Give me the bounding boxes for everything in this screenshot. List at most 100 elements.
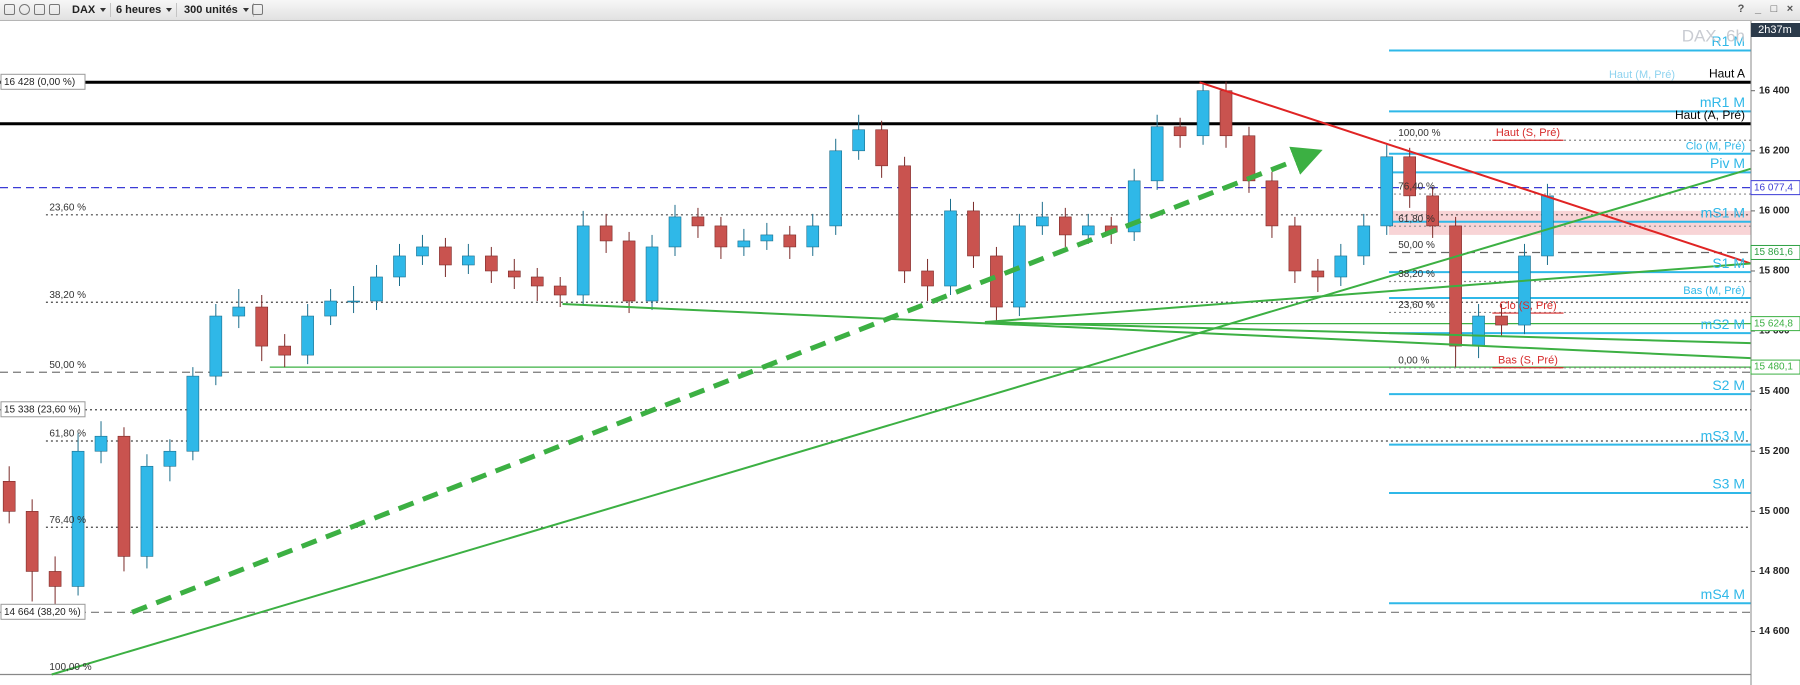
candle-body	[760, 234, 774, 242]
units-select[interactable]: 300 unités	[180, 3, 254, 17]
price-tag	[1750, 244, 1800, 260]
candle-body	[140, 465, 154, 557]
tool-icon[interactable]	[49, 4, 60, 15]
candle-body	[645, 246, 659, 302]
candle-body	[1013, 225, 1026, 308]
candle-body	[71, 450, 85, 587]
candle-body	[1495, 315, 1508, 326]
level-label: Bas (S, Pré)	[1498, 355, 1558, 367]
candle-body	[576, 225, 590, 296]
candle-body	[163, 450, 177, 467]
price-tag-label: 16 077,4	[1754, 182, 1793, 193]
candle-body	[2, 480, 16, 512]
level-box-label: 14 664 (38,20 %)	[4, 607, 81, 618]
timer: 2h37m	[1758, 24, 1792, 36]
candle-body	[875, 129, 888, 167]
candle-body	[1173, 126, 1187, 137]
candle-body	[117, 435, 131, 557]
candle-body	[599, 225, 613, 242]
candle-body	[1036, 216, 1049, 227]
candle-body	[278, 345, 291, 356]
trendline	[984, 321, 1751, 345]
level-label: 38,20 %	[1398, 269, 1435, 280]
level-label: Piv M	[1710, 155, 1745, 171]
level-label: S2 M	[1712, 377, 1745, 393]
candle-body	[553, 285, 567, 296]
candle-body	[898, 165, 911, 272]
level-label: 50,00 %	[1398, 240, 1435, 251]
help-button[interactable]: ?	[1737, 3, 1745, 15]
candle-body	[1127, 180, 1141, 233]
candle-body	[186, 375, 200, 452]
candle-body	[1242, 135, 1256, 182]
level-box	[0, 401, 86, 418]
level-label: R1 M	[1712, 33, 1745, 49]
candle-body	[967, 210, 980, 257]
trendline	[984, 262, 1751, 324]
candle-body	[1472, 315, 1485, 347]
restore-button[interactable]: □	[1770, 3, 1778, 15]
level-label: 38,20 %	[49, 290, 86, 301]
candle-body	[691, 216, 705, 227]
timeframe-select[interactable]: 6 heures	[112, 3, 178, 17]
candle-body	[829, 150, 843, 227]
y-tick-label: 15 800	[1759, 266, 1790, 277]
candle-body	[1357, 225, 1371, 257]
close-button[interactable]: ×	[1786, 3, 1794, 15]
candle-body	[990, 255, 1003, 308]
candle-body	[737, 240, 751, 248]
candle-body	[783, 234, 797, 248]
candle-body	[25, 511, 39, 572]
candle-body	[1219, 90, 1233, 137]
price-tag-label: 15 480,1	[1754, 362, 1793, 373]
candle-body	[232, 306, 246, 317]
level-label: Haut (M, Pré)	[1609, 69, 1675, 81]
y-tick-label: 15 600	[1759, 326, 1790, 337]
y-tick-label: 15 200	[1759, 446, 1790, 457]
price-tag-label: 15 624,8	[1754, 318, 1793, 329]
tool-icon[interactable]	[19, 4, 30, 15]
timeframe: 6 heures	[116, 4, 162, 16]
symbol: DAX	[72, 4, 96, 16]
level-label: 61,80 %	[1398, 214, 1435, 225]
candle-body	[1403, 156, 1416, 197]
level-label: 76,40 %	[1398, 182, 1435, 193]
y-tick-label: 14 800	[1759, 566, 1790, 577]
trendline	[1199, 81, 1751, 265]
y-tick-label: 16 200	[1759, 145, 1790, 156]
level-label: mS3 M	[1701, 427, 1745, 443]
candle-body	[944, 210, 957, 287]
info-icon[interactable]	[252, 4, 263, 15]
candle-body	[921, 270, 934, 287]
candle-body	[255, 306, 269, 347]
candle-body	[462, 255, 475, 266]
level-label: Haut (A, Pré)	[1675, 108, 1745, 122]
tool-icon[interactable]	[4, 4, 15, 15]
level-label: 100,00 %	[1398, 128, 1440, 139]
level-label: 50,00 %	[49, 360, 86, 371]
minimize-button[interactable]: _	[1754, 3, 1762, 15]
candle-body	[1541, 195, 1554, 257]
candle-body	[370, 276, 383, 302]
candle-body	[530, 276, 544, 287]
level-label: 23,60 %	[49, 202, 86, 213]
y-tick-label: 15 000	[1759, 506, 1790, 517]
price-tag	[1750, 316, 1800, 332]
candle-body	[1288, 225, 1302, 272]
tool-icon[interactable]	[34, 4, 45, 15]
level-label: mS2 M	[1701, 316, 1745, 332]
candle-body	[714, 225, 728, 248]
trendline	[131, 146, 1323, 615]
price-tag-label: 15 861,6	[1754, 247, 1793, 258]
level-label: mR1 M	[1700, 94, 1745, 110]
chart-title: DAX, 6h	[1682, 26, 1745, 45]
plot-area	[0, 21, 1751, 685]
candle-body	[1311, 270, 1325, 278]
level-label: 76,40 %	[49, 515, 86, 526]
candle-body	[48, 571, 62, 587]
symbol-select[interactable]: DAX	[68, 3, 112, 17]
trendline	[562, 303, 1751, 360]
level-label: Clo (S, Pré)	[1499, 300, 1556, 312]
level-label: Haut A	[1709, 66, 1745, 80]
y-tick-label: 15 400	[1759, 386, 1790, 397]
